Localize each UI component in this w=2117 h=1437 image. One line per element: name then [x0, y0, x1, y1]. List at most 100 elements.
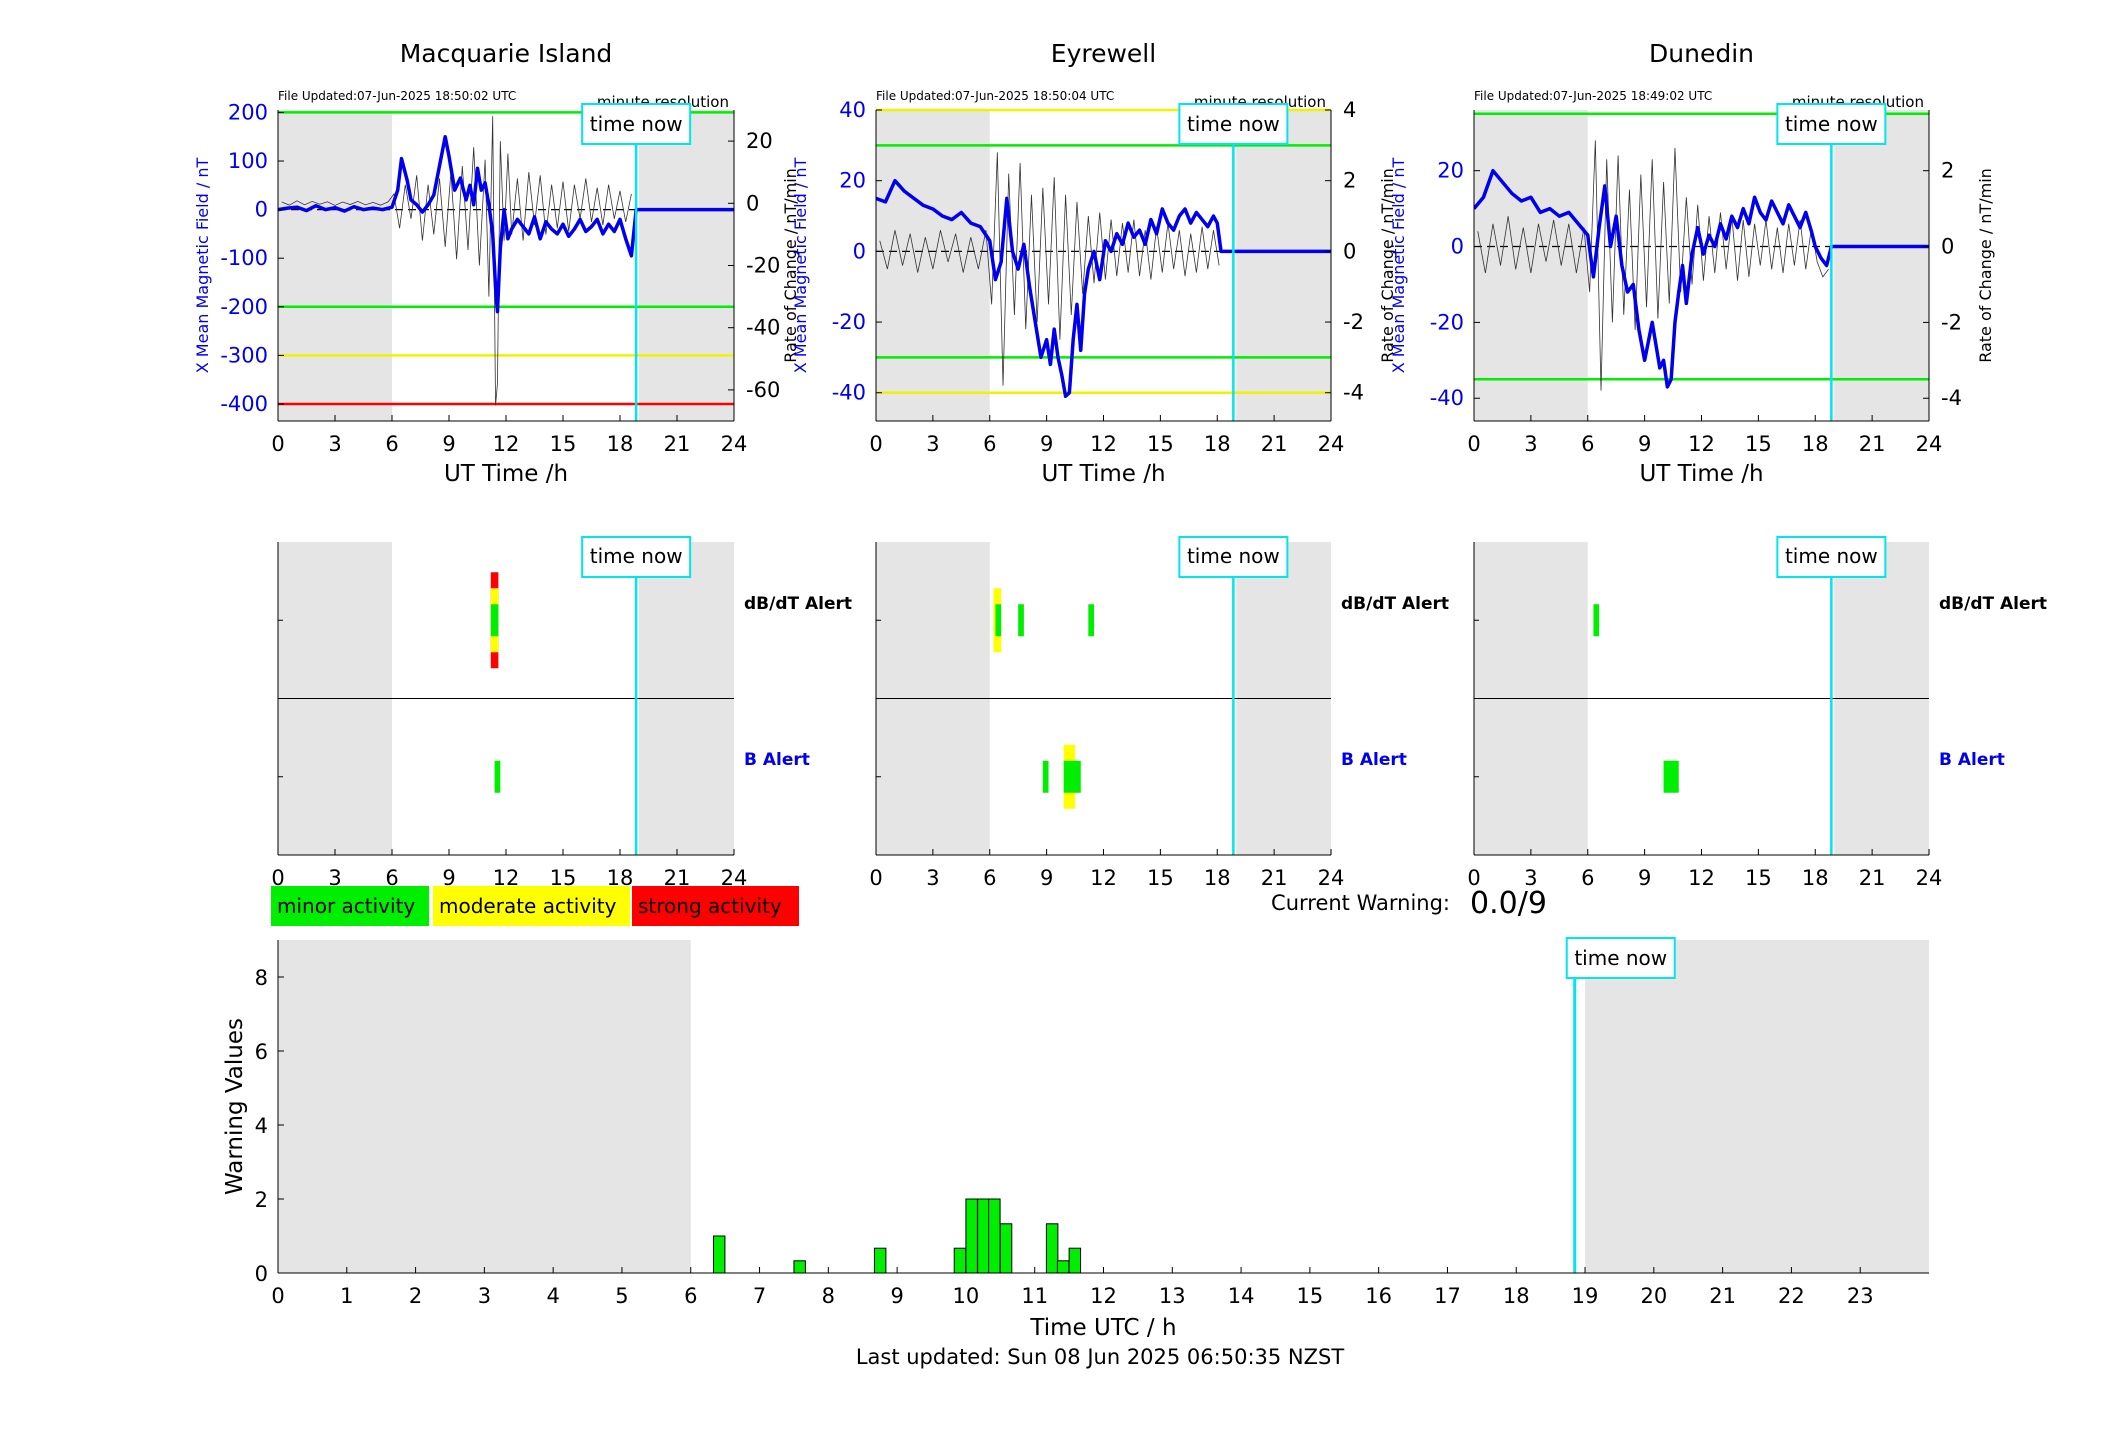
y-tick-label: 2	[255, 1188, 268, 1212]
y2-tick-label: 20	[746, 129, 773, 153]
x-tick-label: 18	[1802, 866, 1829, 890]
x-tick-label: 11	[1021, 1284, 1048, 1308]
y-tick-label: 8	[255, 966, 268, 990]
y-tick-label: 0	[255, 1262, 268, 1286]
last-updated-footer: Last updated: Sun 08 Jun 2025 06:50:35 N…	[856, 1345, 1345, 1369]
y-axis-label: X Mean Magnetic Field / nT	[193, 158, 212, 374]
x-tick-label: 3	[1524, 432, 1537, 456]
warning-chart: 0 1 2 3 4 5 6 7 8 9 10 11 12 13 14 15 16 17 18 19 20 21 22 2302…	[222, 937, 1929, 1341]
field-line	[278, 134, 734, 314]
x-tick-label: 15	[1745, 866, 1772, 890]
time-now-box	[581, 536, 692, 578]
y2-tick-label: -40	[746, 316, 780, 340]
x-tick-label: 0	[271, 432, 284, 456]
time-now-label: time now	[590, 112, 683, 136]
night-shade	[278, 110, 392, 421]
b-alert-label: B Alert	[744, 750, 810, 770]
x-tick-label: 18	[1802, 432, 1829, 456]
night-shade	[278, 940, 691, 1273]
y-tick-label: 0	[853, 239, 866, 263]
x-tick-label: 0	[869, 866, 882, 890]
x-tick-label: 21	[1709, 1284, 1736, 1308]
x-tick-label: 15	[550, 432, 577, 456]
night-shade	[876, 110, 990, 421]
y2-tick-label: -2	[1343, 310, 1364, 334]
x-tick-label: 21	[1261, 432, 1288, 456]
alert-mark	[494, 760, 501, 793]
time-now-box	[1565, 937, 1676, 979]
alert-mark	[1593, 604, 1600, 637]
y2-tick-label: 0	[746, 191, 759, 215]
time-now-box	[1178, 103, 1289, 145]
y-axis-label: X Mean Magnetic Field / nT	[1389, 158, 1408, 374]
time-now-label: time now	[1785, 112, 1878, 136]
alert-panel-2: 0 3 6 9 12 15 18 21 24 dB/dT Alert B Alert time now	[1467, 536, 2047, 890]
x-tick-label: 15	[1147, 866, 1174, 890]
y2-tick-label: 0	[1941, 235, 1954, 259]
y-tick-label: 4	[255, 1114, 268, 1138]
x-axis-label: UT Time /h	[1639, 461, 1763, 487]
x-tick-label: 3	[328, 432, 341, 456]
x-tick-label: 15	[1297, 1284, 1324, 1308]
y2-tick-label: -4	[1941, 386, 1962, 410]
rate-of-change-line	[879, 152, 1220, 386]
x-tick-label: 24	[1318, 866, 1345, 890]
x-tick-label: 9	[890, 1284, 903, 1308]
y2-tick-label: 2	[1941, 159, 1954, 183]
x-axis-label: UT Time /h	[1041, 461, 1165, 487]
x-tick-label: 3	[478, 1284, 491, 1308]
x-tick-label: 9	[1040, 866, 1053, 890]
y-tick-label: -100	[220, 246, 268, 270]
x-tick-label: 1	[340, 1284, 353, 1308]
b-alert-label: B Alert	[1341, 750, 1407, 770]
x-tick-label: 10	[953, 1284, 980, 1308]
field-line	[1474, 168, 1929, 389]
x-tick-label: 22	[1778, 1284, 1805, 1308]
y2-tick-label: 2	[1343, 169, 1356, 193]
x-tick-label: 12	[1090, 432, 1117, 456]
x-tick-label: 18	[607, 432, 634, 456]
x-tick-label: 6	[983, 866, 996, 890]
night-shade	[1585, 940, 1929, 1273]
time-now-box	[581, 103, 692, 145]
night-shade	[639, 110, 734, 421]
field-line	[876, 178, 1331, 399]
legend-swatch	[271, 886, 429, 926]
y-axis-label: Warning Values	[222, 1018, 248, 1195]
alert-mark	[995, 604, 1002, 637]
x-tick-label: 12	[1090, 866, 1117, 890]
alert-panel-1: 0 3 6 9 12 15 18 21 24 dB/dT Alert B Alert time now	[869, 536, 1449, 890]
time-now-box	[1178, 536, 1289, 578]
legend-swatch	[433, 886, 630, 926]
x-tick-label: 23	[1847, 1284, 1874, 1308]
x-tick-label: 0	[271, 866, 284, 890]
y2-tick-label: 0	[1343, 239, 1356, 263]
warning-bar	[965, 1198, 978, 1274]
y2-axis-label: Rate of Change / nT/min	[1976, 168, 1995, 363]
x-tick-label: 24	[1916, 866, 1943, 890]
warning-bar	[873, 1247, 887, 1274]
night-shade	[1236, 110, 1331, 421]
y-tick-label: -20	[1430, 310, 1464, 334]
warning-bar	[1056, 1260, 1070, 1274]
y-tick-label: 6	[255, 1040, 268, 1064]
x-tick-label: 0	[869, 432, 882, 456]
x-tick-label: 18	[1204, 866, 1231, 890]
station-title: Dunedin	[1649, 39, 1754, 68]
dbdt-alert-label: dB/dT Alert	[1939, 594, 2047, 614]
x-tick-label: 6	[1581, 432, 1594, 456]
x-tick-label: 14	[1228, 1284, 1255, 1308]
x-tick-label: 17	[1434, 1284, 1461, 1308]
night-shade	[1474, 110, 1588, 421]
x-tick-label: 12	[1090, 1284, 1117, 1308]
dbdt-alert-label: dB/dT Alert	[744, 594, 852, 614]
x-tick-label: 21	[1859, 432, 1886, 456]
y2-tick-label: -4	[1343, 381, 1364, 405]
warning-bar	[977, 1198, 990, 1274]
legend-label: strong activity	[638, 894, 782, 918]
y-tick-label: -300	[220, 343, 268, 367]
x-tick-label: 15	[1147, 432, 1174, 456]
x-tick-label: 0	[1467, 432, 1480, 456]
x-tick-label: 12	[1688, 866, 1715, 890]
